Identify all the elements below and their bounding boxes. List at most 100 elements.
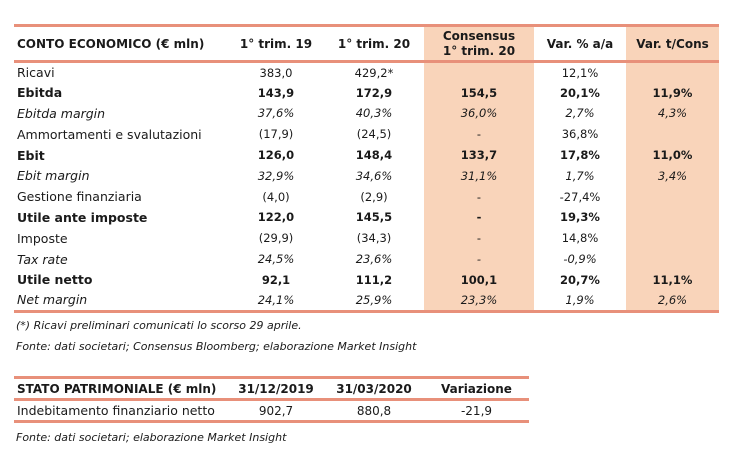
cell-q19: (29,9) xyxy=(258,231,294,246)
cell-q20: (24,5) xyxy=(356,127,392,142)
cell-var-cons xyxy=(626,248,719,270)
col-header-mar20: 31/03/2020 xyxy=(324,376,424,401)
cell-q20: 23,6% xyxy=(355,252,393,267)
row-utile-netto: Utile netto 92,1 111,2 100,1 20,7% 11,1% xyxy=(14,269,719,291)
cell-var-yoy: 14,8% xyxy=(561,231,599,246)
row-label: Gestione finanziaria xyxy=(17,189,142,205)
consensus-header-line2: 1° trim. 20 xyxy=(442,43,516,58)
footnote-revenue: (*) Ricavi preliminari comunicati lo sco… xyxy=(16,319,302,332)
cell-var-cons: 11,1% xyxy=(626,269,719,291)
col-header-variazione: Variazione xyxy=(424,376,529,401)
row-ebit: Ebit 126,0 148,4 133,7 17,8% 11,0% xyxy=(14,144,719,166)
balance-sheet-table: STATO PATRIMONIALE (€ mln) 31/12/2019 31… xyxy=(14,376,529,423)
source-note-income: Fonte: dati societari; Consensus Bloombe… xyxy=(16,340,417,353)
row-label: Ammortamenti e svalutazioni xyxy=(17,126,202,142)
col-header-q19: 1° trim. 19 xyxy=(228,24,324,63)
cell-var-yoy: 17,8% xyxy=(560,148,600,163)
balance-header-row: STATO PATRIMONIALE (€ mln) 31/12/2019 31… xyxy=(14,376,529,401)
cell-consensus: 154,5 xyxy=(424,82,534,104)
cell-var-yoy: 19,3% xyxy=(560,210,600,225)
cell-var-cons: 11,0% xyxy=(626,144,719,166)
cell-var-yoy: -0,9% xyxy=(563,252,597,267)
cell-var-yoy: 2,7% xyxy=(565,106,595,121)
cell-var-yoy: 36,8% xyxy=(561,127,599,142)
row-net-margin: Net margin 24,1% 25,9% 23,3% 1,9% 2,6% xyxy=(14,290,719,313)
cell-var-cons: 2,6% xyxy=(626,290,719,313)
row-imposte: Imposte (29,9) (34,3) - 14,8% xyxy=(14,227,719,249)
row-label: Net margin xyxy=(14,290,228,313)
row-label: Ebit xyxy=(17,147,45,163)
cell-var-cons xyxy=(626,207,719,228)
income-statement-table: CONTO ECONOMICO (€ mln) 1° trim. 19 1° t… xyxy=(14,24,719,313)
cell-var-cons xyxy=(626,61,719,83)
cell-var-cons: 4,3% xyxy=(626,103,719,124)
balance-title: STATO PATRIMONIALE (€ mln) xyxy=(14,376,228,401)
cell-consensus: 100,1 xyxy=(424,269,534,291)
cell-q20: 429,2* xyxy=(354,65,394,80)
row-label: Utile ante imposte xyxy=(17,209,148,225)
row-label: Ebitda margin xyxy=(17,105,106,121)
cell-var-yoy: 1,7% xyxy=(565,168,595,183)
row-gestione-finanziaria: Gestione finanziaria (4,0) (2,9) - -27,4… xyxy=(14,186,719,208)
row-label: Utile netto xyxy=(17,272,93,288)
cell-q19: 24,5% xyxy=(257,252,295,267)
cell-q20: 34,6% xyxy=(355,168,393,183)
income-title: CONTO ECONOMICO (€ mln) xyxy=(14,24,228,63)
cell-consensus: 36,0% xyxy=(424,103,534,124)
cell-q20: 145,5 xyxy=(355,210,393,225)
cell-var-yoy: 12,1% xyxy=(561,65,599,80)
cell-consensus xyxy=(424,61,534,83)
cell-var-cons: 11,9% xyxy=(626,82,719,104)
cell-consensus: 133,7 xyxy=(424,144,534,166)
row-ammortamenti: Ammortamenti e svalutazioni (17,9) (24,5… xyxy=(14,123,719,145)
cell-q20: 148,4 xyxy=(355,148,393,163)
col-header-q20: 1° trim. 20 xyxy=(324,24,424,63)
cell-q19: 92,1 xyxy=(261,272,291,287)
cell-dec19: 902,7 xyxy=(228,399,324,423)
row-ebitda: Ebitda 143,9 172,9 154,5 20,1% 11,9% xyxy=(14,82,719,104)
col-header-consensus: Consensus 1° trim. 20 xyxy=(424,24,534,63)
cell-q19: 122,0 xyxy=(257,210,295,225)
cell-q20: (34,3) xyxy=(356,231,392,246)
cell-q20: 172,9 xyxy=(355,85,393,100)
cell-consensus: - xyxy=(424,207,534,228)
row-label: Ebitda xyxy=(17,85,63,101)
cell-var-yoy: -27,4% xyxy=(559,189,601,204)
cell-q20: 40,3% xyxy=(355,106,393,121)
cell-consensus: 31,1% xyxy=(424,165,534,187)
cell-var-yoy: 20,1% xyxy=(560,85,600,100)
row-label: Ricavi xyxy=(17,65,55,81)
cell-variazione: -21,9 xyxy=(424,399,529,423)
row-label: Tax rate xyxy=(17,251,68,267)
cell-consensus: - xyxy=(424,227,534,249)
cell-q19: 24,1% xyxy=(228,290,324,313)
cell-q19: (17,9) xyxy=(258,127,294,142)
cell-q19: 126,0 xyxy=(257,148,295,163)
row-label: Indebitamento finanziario netto xyxy=(14,399,228,423)
row-ebit-margin: Ebit margin 32,9% 34,6% 31,1% 1,7% 3,4% xyxy=(14,165,719,187)
row-label: Ebit margin xyxy=(17,168,90,184)
cell-consensus: - xyxy=(424,248,534,270)
cell-q20: 111,2 xyxy=(355,272,393,287)
cell-q20: (2,9) xyxy=(360,189,388,204)
cell-var-cons xyxy=(626,186,719,208)
cell-consensus: - xyxy=(424,123,534,145)
cell-q19: 37,6% xyxy=(257,106,295,121)
cell-q19: 32,9% xyxy=(257,168,295,183)
row-ricavi: Ricavi 383,0 429,2* 12,1% xyxy=(14,61,719,83)
col-header-var-yoy: Var. % a/a xyxy=(534,24,626,63)
consensus-header-line1: Consensus xyxy=(442,28,516,43)
row-utile-ante-imposte: Utile ante imposte 122,0 145,5 - 19,3% xyxy=(14,207,719,228)
cell-var-yoy: 20,7% xyxy=(560,272,600,287)
cell-var-cons: 3,4% xyxy=(626,165,719,187)
cell-consensus: 23,3% xyxy=(424,290,534,313)
cell-var-cons xyxy=(626,227,719,249)
row-indebitamento: Indebitamento finanziario netto 902,7 88… xyxy=(14,399,529,423)
source-note-balance: Fonte: dati societari; elaborazione Mark… xyxy=(16,431,287,444)
cell-q19: 143,9 xyxy=(257,85,295,100)
row-label: Imposte xyxy=(17,230,68,246)
cell-var-cons xyxy=(626,123,719,145)
row-ebitda-margin: Ebitda margin 37,6% 40,3% 36,0% 2,7% 4,3… xyxy=(14,103,719,124)
cell-consensus: - xyxy=(424,186,534,208)
cell-mar20: 880,8 xyxy=(324,399,424,423)
